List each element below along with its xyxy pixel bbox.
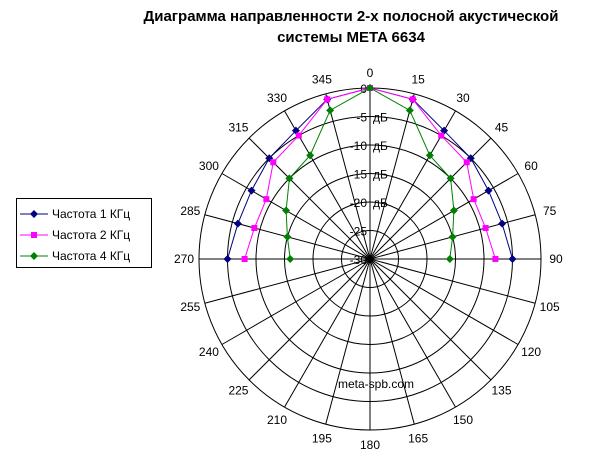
data-point-series-3 xyxy=(286,255,295,263)
data-point-series-1 xyxy=(484,186,493,195)
data-point-series-2 xyxy=(470,196,477,203)
grid-spoke xyxy=(204,258,371,304)
radial-unit-label: дБ xyxy=(373,111,388,125)
watermark: meta-spb.com xyxy=(338,377,415,391)
grid-spoke xyxy=(221,173,371,260)
data-point-series-2 xyxy=(438,132,445,139)
legend-label-series-3: Частота 4 КГц xyxy=(52,248,131,263)
angle-tick-label: 75 xyxy=(543,204,557,218)
data-point-series-3 xyxy=(283,232,292,241)
data-point-series-3 xyxy=(445,255,454,263)
angle-tick-label: 15 xyxy=(411,72,425,86)
legend-marker-series-1 xyxy=(20,209,48,218)
radial-unit-label: дБ xyxy=(373,196,388,210)
data-point-series-2 xyxy=(295,132,302,139)
data-point-series-2 xyxy=(492,256,499,262)
chart-title: Диаграмма направленности 2-х полосной ак… xyxy=(118,6,584,48)
grid-spoke xyxy=(369,258,492,381)
radial-unit-label: дБ xyxy=(373,139,388,153)
angle-tick-label: 210 xyxy=(267,413,287,427)
data-point-series-3 xyxy=(306,151,315,160)
legend: Частота 1 КГц Частота 2 КГц Частота 4 КГ… xyxy=(16,198,152,268)
legend-item-series-3: Частота 4 КГц xyxy=(17,245,151,266)
data-point-series-2 xyxy=(251,225,258,232)
angle-tick-label: 180 xyxy=(360,438,380,452)
grid-spoke xyxy=(369,173,519,260)
radial-tick-label: -5 xyxy=(356,111,367,125)
data-point-series-3 xyxy=(446,174,455,183)
data-point-series-2 xyxy=(241,256,248,262)
angle-tick-label: 150 xyxy=(453,413,473,427)
chart-title-line-1: Диаграмма направленности 2-х полосной ак… xyxy=(143,8,559,25)
data-point-series-2 xyxy=(263,196,270,203)
angle-tick-label: 45 xyxy=(495,120,509,134)
legend-item-series-1: Частота 1 КГц xyxy=(17,203,151,224)
grid-spoke xyxy=(325,93,371,260)
grid-spoke xyxy=(369,258,536,304)
data-point-series-1 xyxy=(247,186,256,195)
radial-tick-label: -15 xyxy=(350,168,368,182)
radial-tick-label: -20 xyxy=(350,196,368,210)
angle-tick-label: 165 xyxy=(408,432,428,446)
angle-tick-label: 240 xyxy=(199,345,219,359)
grid-spoke xyxy=(369,93,415,260)
angle-tick-label: 225 xyxy=(228,384,248,398)
angle-tick-label: 285 xyxy=(180,204,200,218)
legend-marker-series-3 xyxy=(20,251,48,260)
angle-tick-label: 105 xyxy=(540,300,560,314)
data-point-series-2 xyxy=(270,159,277,166)
grid-spoke xyxy=(284,258,371,408)
radial-tick-label: -10 xyxy=(350,139,368,153)
angle-tick-label: 195 xyxy=(312,432,332,446)
radial-tick-label: 0 xyxy=(360,82,367,96)
data-point-series-2 xyxy=(463,159,470,166)
data-point-series-1 xyxy=(508,255,517,263)
grid-spoke xyxy=(325,258,371,425)
angle-tick-label: 30 xyxy=(456,91,470,105)
grid-spoke xyxy=(248,258,371,381)
angle-tick-label: 255 xyxy=(180,300,200,314)
angle-tick-label: 0 xyxy=(367,66,374,80)
angle-tick-label: 90 xyxy=(549,252,563,266)
angle-tick-label: 135 xyxy=(492,384,512,398)
angle-tick-label: 270 xyxy=(174,252,194,266)
angle-tick-label: 60 xyxy=(524,159,538,173)
legend-label-series-1: Частота 1 КГц xyxy=(52,206,131,221)
angle-tick-label: 315 xyxy=(228,120,248,134)
radial-tick-label: -25 xyxy=(350,225,368,239)
data-point-series-3 xyxy=(425,151,434,160)
data-point-series-3 xyxy=(282,206,291,215)
data-point-series-2 xyxy=(482,225,489,232)
grid-spoke xyxy=(221,258,371,345)
data-point-series-1 xyxy=(223,255,232,263)
grid-spoke xyxy=(369,258,456,408)
radial-tick-label: -30 xyxy=(350,253,368,267)
legend-label-series-2: Частота 2 КГц xyxy=(52,227,131,242)
angle-tick-label: 120 xyxy=(521,345,541,359)
data-point-series-2 xyxy=(409,96,416,103)
data-point-series-1 xyxy=(233,219,242,228)
data-point-series-3 xyxy=(366,84,374,92)
radial-unit-label: дБ xyxy=(373,168,388,182)
data-point-series-3 xyxy=(285,174,294,183)
data-point-series-3 xyxy=(449,206,458,215)
angle-tick-label: 345 xyxy=(312,72,332,86)
data-point-series-3 xyxy=(326,106,335,115)
angle-tick-label: 300 xyxy=(199,159,219,173)
grid-spoke xyxy=(369,258,519,345)
data-point-series-2 xyxy=(324,96,331,103)
chart-title-line-2: системы META 6634 xyxy=(277,29,425,46)
data-point-series-1 xyxy=(498,219,507,228)
data-point-series-3 xyxy=(448,232,457,241)
angle-tick-label: 330 xyxy=(267,91,287,105)
grid-spoke xyxy=(369,258,415,425)
legend-item-series-2: Частота 2 КГц xyxy=(17,224,151,245)
legend-marker-series-2 xyxy=(20,231,48,238)
data-point-series-3 xyxy=(405,106,414,115)
